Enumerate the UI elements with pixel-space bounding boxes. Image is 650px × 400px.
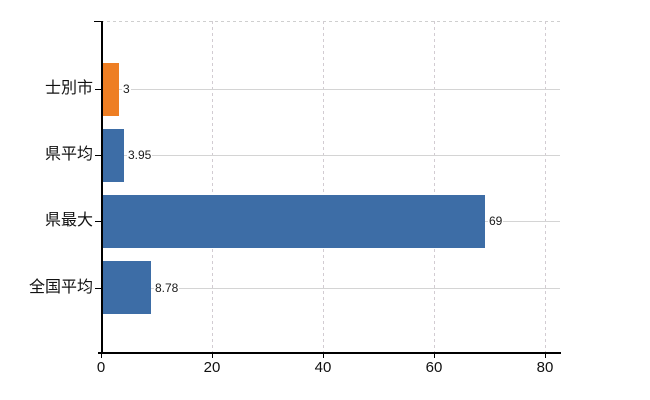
hgrid-line (101, 288, 560, 289)
value-label: 3 (122, 81, 131, 97)
x-axis-tick-label: 20 (203, 359, 221, 376)
vgrid-line (323, 21, 324, 352)
vgrid-line (212, 21, 213, 352)
vgrid-line (434, 21, 435, 352)
bar (102, 129, 124, 182)
hgrid-line (101, 155, 560, 156)
bar (102, 63, 119, 116)
x-axis-tick (545, 353, 546, 358)
plot-top-border (101, 21, 560, 22)
x-axis-tick-label: 0 (96, 359, 106, 376)
bar (102, 195, 485, 248)
value-label: 3.95 (127, 147, 153, 163)
x-axis-tick (434, 353, 435, 358)
y-axis-line (101, 21, 103, 353)
y-axis-top-tick (94, 20, 101, 22)
plot-area: 3 3.95 69 8.78 (101, 21, 560, 352)
value-label: 8.78 (154, 280, 180, 296)
x-axis-tick-label: 40 (314, 359, 332, 376)
x-axis-tick-label: 80 (536, 359, 554, 376)
category-tick (95, 155, 101, 156)
category-label: 県最大 (44, 212, 93, 229)
category-label: 県平均 (44, 146, 93, 163)
value-label: 69 (488, 213, 504, 229)
x-axis-line (98, 352, 561, 354)
x-axis-tick (212, 353, 213, 358)
bar (102, 261, 151, 314)
category-label: 全国平均 (28, 279, 93, 296)
vgrid-line (545, 21, 546, 352)
hgrid-line (101, 89, 560, 90)
category-label: 士別市 (44, 80, 93, 97)
x-axis-tick (323, 353, 324, 358)
x-axis-tick (101, 353, 102, 358)
x-axis-tick-label: 60 (425, 359, 443, 376)
category-tick (95, 221, 101, 222)
category-tick (95, 89, 101, 90)
category-tick (95, 288, 101, 289)
